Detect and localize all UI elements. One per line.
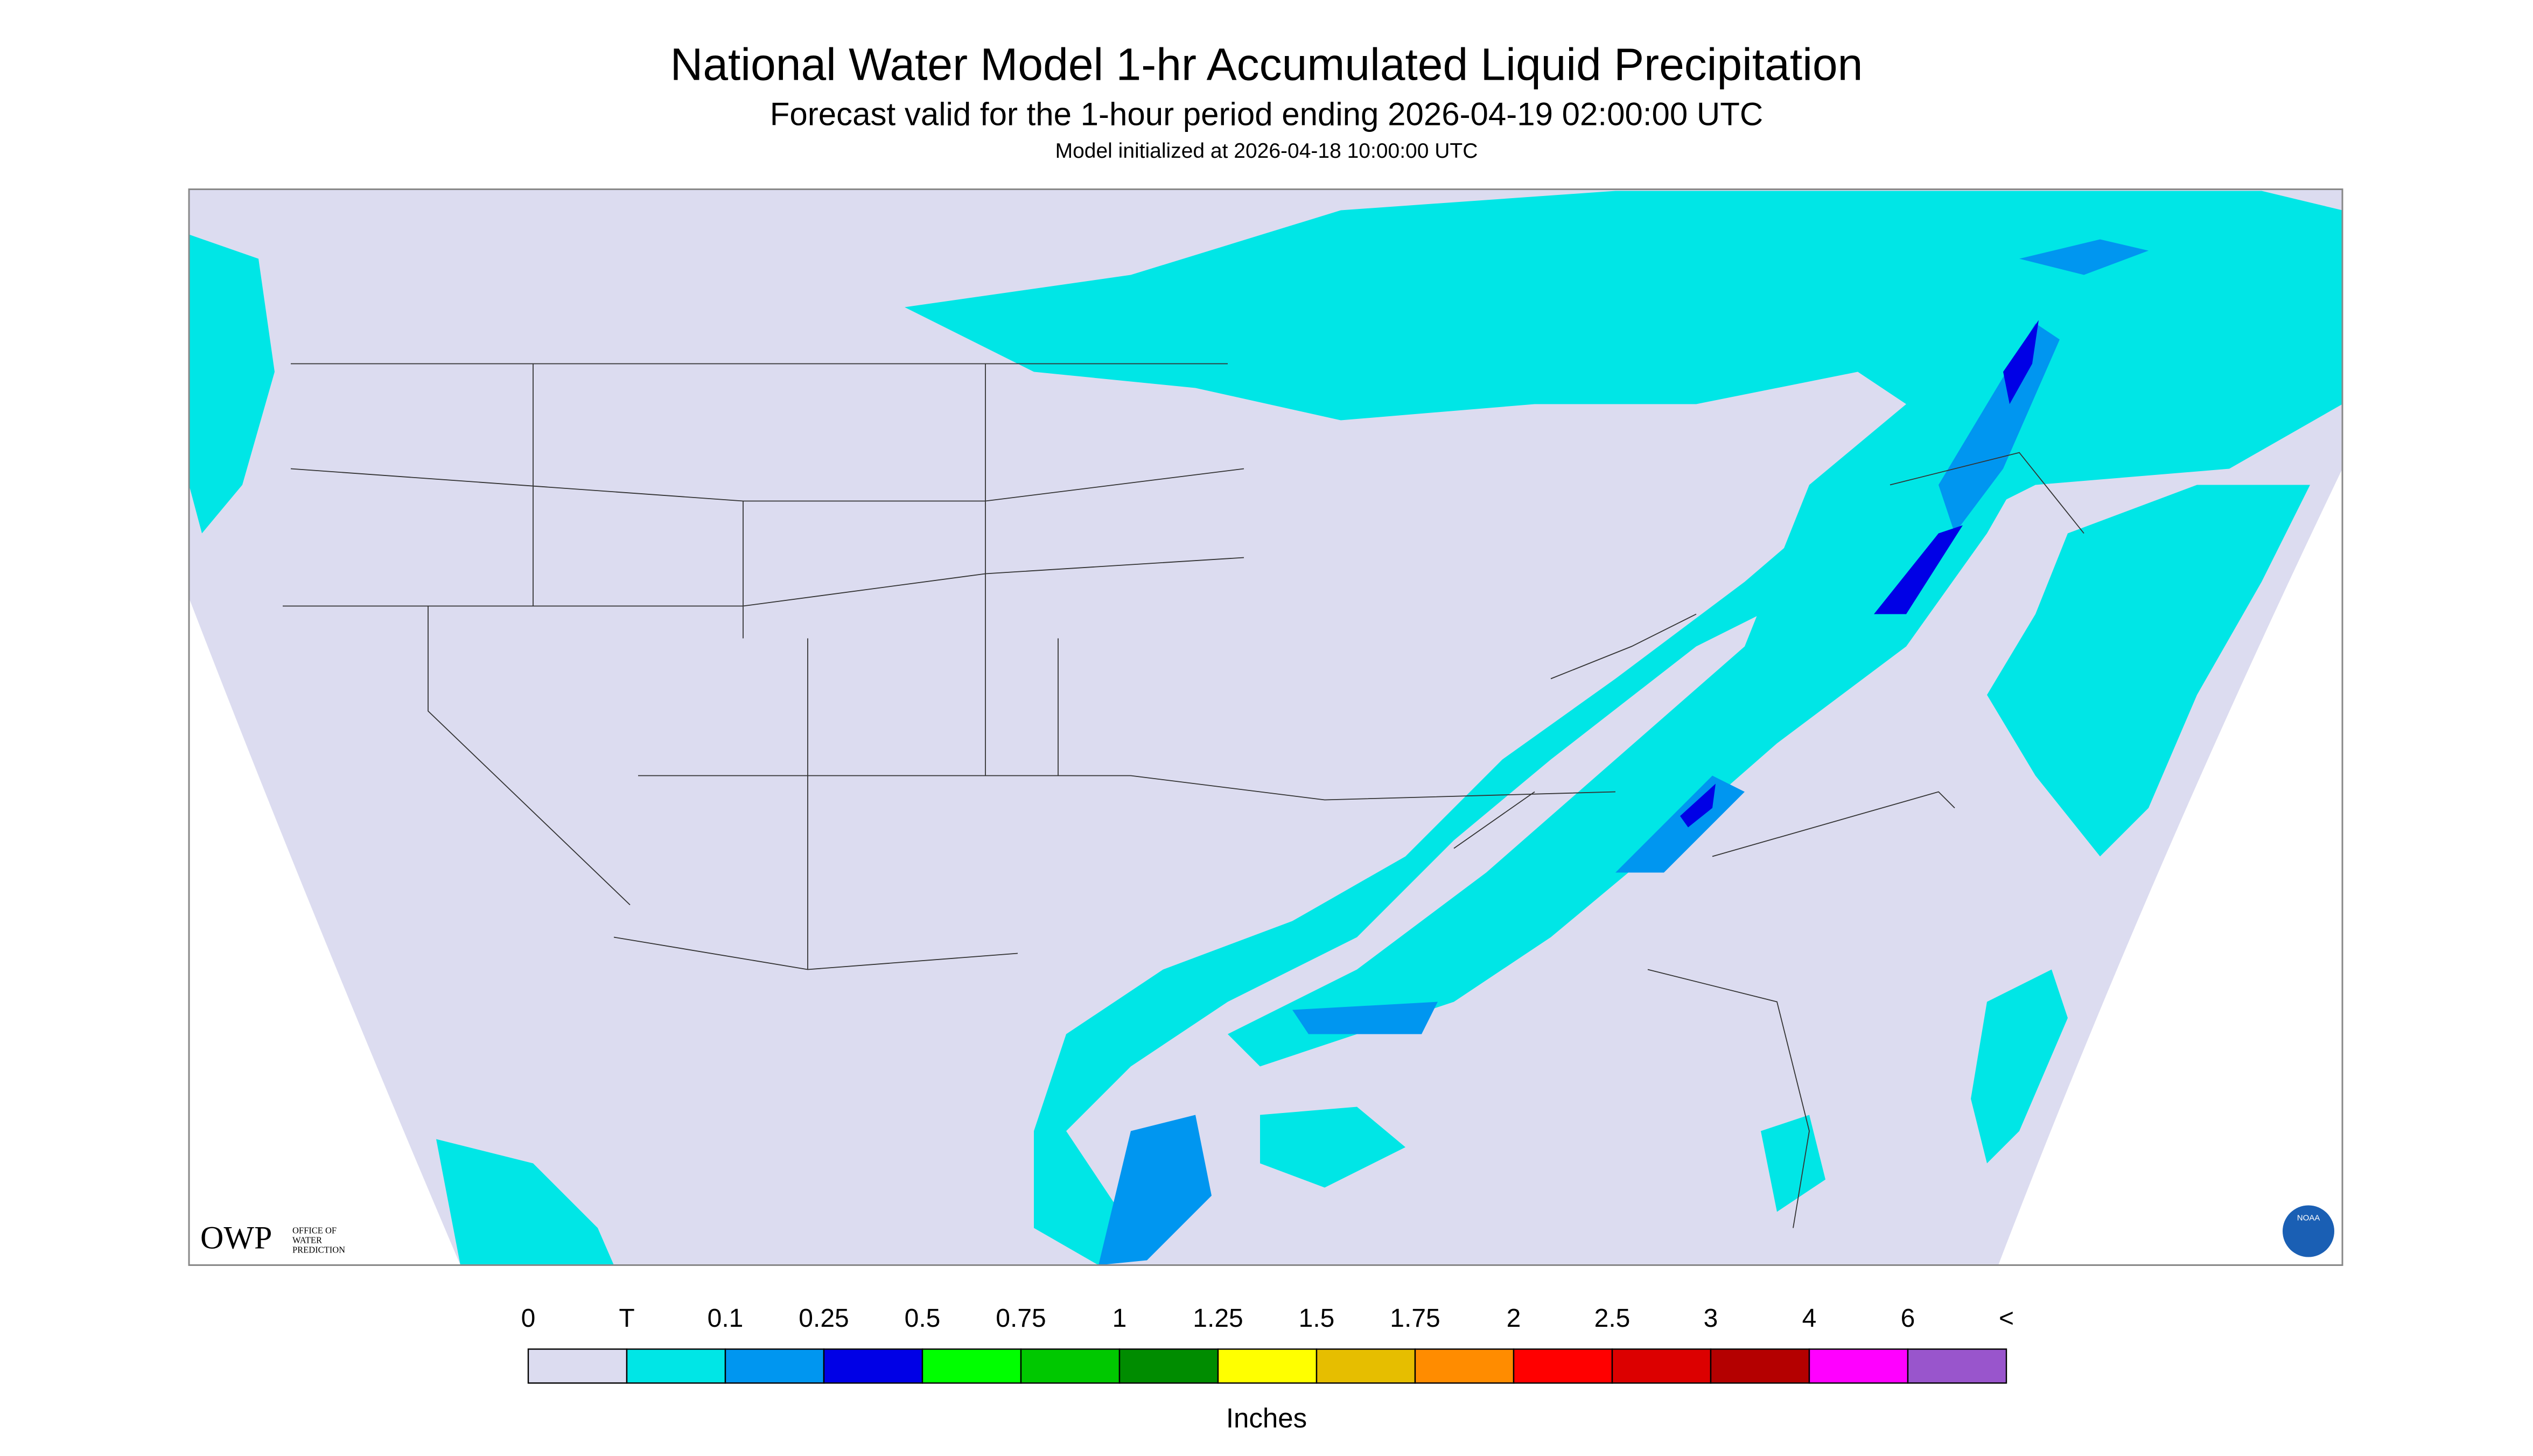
legend-label: 0 bbox=[521, 1304, 536, 1333]
legend-label: 0.5 bbox=[905, 1304, 941, 1333]
legend-swatch bbox=[626, 1348, 726, 1384]
legend-swatch bbox=[1710, 1348, 1810, 1384]
legend-swatch bbox=[1611, 1348, 1712, 1384]
precip-heavy bbox=[1680, 320, 2039, 828]
legend-swatch bbox=[1217, 1348, 1318, 1384]
legend-swatch bbox=[1808, 1348, 1909, 1384]
legend-swatch bbox=[823, 1348, 923, 1384]
legend-label: 3 bbox=[1704, 1304, 1718, 1333]
legend-label: 0.1 bbox=[708, 1304, 744, 1333]
owp-logo-line: WATER bbox=[292, 1235, 322, 1245]
legend-swatch bbox=[1907, 1348, 2007, 1384]
legend-label: 0.75 bbox=[996, 1304, 1046, 1333]
legend: 0 T 0.1 0.25 0.5 0.75 1 1.25 1.5 1.75 2 2.5 3 4 6 < bbox=[521, 1304, 2014, 1384]
legend-label: 2.5 bbox=[1594, 1304, 1631, 1333]
legend-swatch bbox=[1020, 1348, 1121, 1384]
legend-unit: Inches bbox=[1226, 1403, 1307, 1433]
legend-swatch bbox=[527, 1348, 628, 1384]
owp-logo: OWP bbox=[200, 1220, 272, 1255]
legend-label: 4 bbox=[1802, 1304, 1817, 1333]
legend-label: < bbox=[1999, 1304, 2014, 1333]
legend-swatch bbox=[921, 1348, 1022, 1384]
model-domain bbox=[189, 189, 2342, 1265]
legend-swatch bbox=[1118, 1348, 1219, 1384]
legend-swatch bbox=[1316, 1348, 1416, 1384]
legend-swatch bbox=[724, 1348, 825, 1384]
legend-label: 1.75 bbox=[1390, 1304, 1440, 1333]
legend-label: 2 bbox=[1507, 1304, 1521, 1333]
map-frame bbox=[188, 188, 2343, 1266]
init-time: Model initialized at 2026-04-18 10:00:00… bbox=[1055, 139, 1478, 163]
legend-swatch bbox=[1414, 1348, 1515, 1384]
legend-label: 0.25 bbox=[799, 1304, 849, 1333]
owp-logo-line: OFFICE OF bbox=[292, 1225, 337, 1235]
legend-label: T bbox=[619, 1304, 634, 1333]
legend-label: 6 bbox=[1901, 1304, 1915, 1333]
legend-label: 1.25 bbox=[1193, 1304, 1243, 1333]
legend-label: 1.5 bbox=[1299, 1304, 1335, 1333]
subtitle: Forecast valid for the 1-hour period end… bbox=[770, 96, 1763, 132]
legend-swatch bbox=[1513, 1348, 1613, 1384]
noaa-logo-text: NOAA bbox=[2297, 1213, 2320, 1222]
map: OWP OFFICE OF WATER PREDICTION NOAA bbox=[188, 188, 2343, 1266]
owp-logo-line: PREDICTION bbox=[292, 1244, 345, 1255]
legend-label: 1 bbox=[1112, 1304, 1127, 1333]
noaa-logo bbox=[2283, 1205, 2334, 1257]
boundaries bbox=[283, 363, 2084, 1228]
title: National Water Model 1-hr Accumulated Li… bbox=[670, 39, 1863, 90]
